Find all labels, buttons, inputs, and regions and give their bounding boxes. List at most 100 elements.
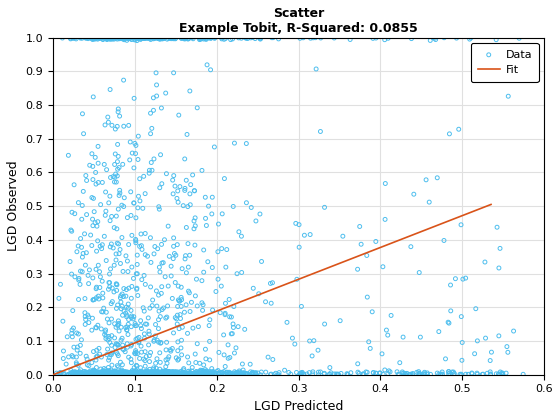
Data	[202, 369, 211, 376]
Data	[138, 35, 147, 42]
Data	[438, 369, 447, 375]
Data	[132, 35, 141, 42]
Data	[435, 371, 444, 378]
Data	[326, 370, 335, 376]
Data	[67, 369, 76, 376]
Data	[83, 362, 92, 368]
Data	[91, 181, 100, 187]
Data	[168, 371, 177, 378]
Data	[163, 302, 172, 309]
Data	[473, 371, 482, 378]
Data	[153, 34, 162, 41]
Data	[100, 370, 109, 376]
Data	[467, 370, 476, 376]
Data	[174, 369, 183, 376]
Data	[164, 368, 173, 375]
Data	[292, 369, 301, 376]
Data	[160, 370, 169, 377]
Data	[184, 370, 193, 377]
Data	[130, 364, 139, 371]
Data	[105, 354, 114, 361]
Data	[67, 227, 76, 234]
Data	[89, 370, 98, 377]
Data	[154, 369, 163, 376]
Data	[141, 190, 150, 197]
Data	[99, 36, 108, 43]
Data	[124, 370, 133, 376]
Data	[85, 370, 94, 376]
Data	[105, 370, 114, 376]
Data	[74, 199, 83, 206]
Data	[200, 370, 209, 377]
Data	[332, 370, 340, 377]
Data	[152, 370, 161, 377]
Data	[72, 361, 81, 368]
Data	[133, 35, 142, 42]
Data	[77, 370, 86, 376]
Data	[137, 325, 146, 332]
Data	[133, 370, 142, 376]
Data	[149, 107, 158, 114]
Data	[242, 371, 251, 378]
Data	[401, 371, 410, 378]
Data	[133, 335, 142, 342]
Data	[72, 360, 81, 366]
Data	[395, 371, 404, 378]
Data	[181, 252, 190, 259]
Data	[164, 370, 173, 377]
Data	[415, 269, 424, 276]
Data	[78, 371, 87, 378]
Data	[179, 202, 188, 209]
Data	[120, 348, 129, 355]
Data	[156, 340, 165, 346]
Data	[94, 370, 103, 377]
Data	[136, 318, 145, 324]
Data	[218, 369, 227, 376]
Data	[136, 368, 144, 375]
Data	[166, 346, 175, 353]
Data	[92, 370, 101, 376]
Data	[187, 370, 196, 377]
Data	[249, 370, 258, 376]
Data	[221, 371, 230, 378]
Data	[91, 357, 100, 363]
Data	[206, 371, 214, 378]
Data	[440, 237, 449, 244]
Data	[117, 371, 126, 378]
Data	[97, 371, 106, 378]
Data	[178, 369, 187, 375]
Data	[97, 354, 106, 360]
Data	[119, 203, 128, 210]
Data	[94, 322, 102, 328]
Data	[198, 370, 207, 377]
Data	[416, 334, 425, 341]
Data	[112, 370, 121, 376]
Data	[121, 324, 130, 331]
Data	[91, 370, 100, 376]
Data	[100, 368, 109, 375]
Data	[91, 169, 100, 176]
Data	[136, 36, 145, 42]
Data	[133, 371, 142, 378]
Data	[162, 346, 171, 353]
Data	[438, 371, 447, 378]
Data	[178, 371, 186, 378]
Data	[133, 292, 142, 299]
Data	[214, 370, 223, 377]
Data	[456, 221, 465, 228]
Data	[119, 36, 128, 42]
Data	[96, 371, 105, 378]
Data	[202, 368, 211, 375]
Data	[126, 370, 135, 376]
Data	[141, 371, 150, 378]
Data	[296, 370, 305, 377]
Data	[96, 369, 105, 376]
Data	[152, 355, 161, 362]
Data	[171, 370, 180, 377]
Data	[151, 321, 160, 328]
Data	[130, 370, 139, 376]
Data	[204, 35, 213, 42]
Data	[92, 285, 101, 292]
Data	[199, 362, 208, 368]
Data	[128, 315, 137, 322]
